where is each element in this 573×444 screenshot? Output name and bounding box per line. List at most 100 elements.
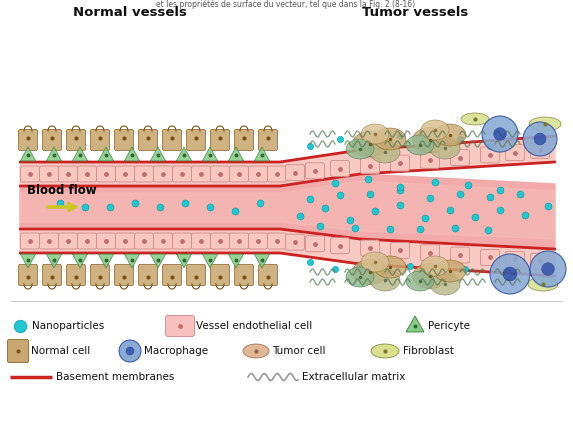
FancyBboxPatch shape	[210, 233, 230, 249]
FancyBboxPatch shape	[42, 265, 61, 285]
Polygon shape	[202, 147, 218, 161]
Ellipse shape	[434, 260, 466, 282]
Ellipse shape	[528, 277, 558, 291]
Polygon shape	[72, 254, 88, 268]
Polygon shape	[20, 136, 555, 186]
FancyBboxPatch shape	[391, 155, 410, 171]
Polygon shape	[229, 254, 244, 268]
Ellipse shape	[371, 344, 399, 358]
Ellipse shape	[243, 344, 269, 358]
Circle shape	[494, 128, 507, 140]
Polygon shape	[176, 254, 191, 268]
Circle shape	[530, 251, 566, 287]
FancyBboxPatch shape	[249, 233, 268, 249]
FancyBboxPatch shape	[139, 265, 158, 285]
FancyBboxPatch shape	[116, 233, 135, 249]
FancyBboxPatch shape	[360, 240, 379, 256]
FancyBboxPatch shape	[331, 238, 350, 254]
FancyBboxPatch shape	[450, 247, 469, 263]
FancyBboxPatch shape	[154, 166, 172, 182]
FancyBboxPatch shape	[360, 158, 379, 174]
FancyBboxPatch shape	[139, 130, 158, 151]
FancyBboxPatch shape	[172, 166, 191, 182]
FancyBboxPatch shape	[305, 163, 324, 179]
FancyBboxPatch shape	[186, 130, 206, 151]
Text: Fibroblast: Fibroblast	[403, 346, 454, 356]
FancyBboxPatch shape	[230, 166, 249, 182]
Polygon shape	[21, 147, 36, 161]
Circle shape	[523, 122, 557, 156]
Circle shape	[119, 340, 141, 362]
FancyBboxPatch shape	[18, 130, 37, 151]
Polygon shape	[21, 254, 36, 268]
Polygon shape	[46, 254, 62, 268]
FancyBboxPatch shape	[249, 166, 268, 182]
Ellipse shape	[529, 117, 561, 131]
FancyBboxPatch shape	[96, 166, 116, 182]
Polygon shape	[72, 147, 88, 161]
FancyBboxPatch shape	[116, 166, 135, 182]
Circle shape	[482, 116, 518, 152]
FancyBboxPatch shape	[115, 265, 134, 285]
Polygon shape	[176, 147, 191, 161]
FancyBboxPatch shape	[166, 316, 194, 337]
FancyBboxPatch shape	[210, 130, 230, 151]
FancyBboxPatch shape	[66, 130, 85, 151]
FancyBboxPatch shape	[450, 150, 469, 166]
Ellipse shape	[370, 269, 400, 291]
FancyBboxPatch shape	[66, 265, 85, 285]
Ellipse shape	[413, 127, 448, 152]
FancyBboxPatch shape	[285, 234, 304, 250]
Circle shape	[126, 347, 134, 355]
FancyBboxPatch shape	[154, 233, 172, 249]
Polygon shape	[99, 254, 113, 268]
Circle shape	[490, 254, 530, 294]
FancyBboxPatch shape	[21, 233, 40, 249]
FancyBboxPatch shape	[91, 130, 109, 151]
Text: Nanoparticles: Nanoparticles	[32, 321, 104, 331]
Circle shape	[541, 263, 554, 275]
Ellipse shape	[430, 137, 460, 159]
FancyBboxPatch shape	[391, 242, 410, 258]
Polygon shape	[20, 229, 555, 276]
FancyBboxPatch shape	[234, 265, 253, 285]
FancyBboxPatch shape	[191, 166, 210, 182]
FancyBboxPatch shape	[40, 166, 58, 182]
FancyBboxPatch shape	[531, 143, 550, 159]
Ellipse shape	[352, 131, 387, 156]
Ellipse shape	[361, 124, 389, 144]
Ellipse shape	[370, 141, 400, 163]
FancyBboxPatch shape	[505, 251, 524, 267]
FancyBboxPatch shape	[21, 166, 40, 182]
FancyBboxPatch shape	[172, 233, 191, 249]
Polygon shape	[20, 174, 555, 249]
FancyBboxPatch shape	[234, 130, 253, 151]
Text: Tumor vessels: Tumor vessels	[362, 6, 468, 19]
Ellipse shape	[430, 273, 460, 295]
Polygon shape	[202, 254, 218, 268]
FancyBboxPatch shape	[421, 152, 439, 168]
FancyBboxPatch shape	[7, 340, 29, 362]
Ellipse shape	[413, 263, 448, 289]
FancyBboxPatch shape	[58, 233, 77, 249]
FancyBboxPatch shape	[191, 233, 210, 249]
FancyBboxPatch shape	[481, 250, 500, 266]
FancyBboxPatch shape	[135, 166, 154, 182]
Ellipse shape	[374, 128, 406, 150]
FancyBboxPatch shape	[163, 265, 182, 285]
FancyBboxPatch shape	[115, 130, 134, 151]
Polygon shape	[150, 254, 166, 268]
FancyBboxPatch shape	[268, 233, 286, 249]
Text: Extracellular matrix: Extracellular matrix	[302, 372, 405, 382]
FancyBboxPatch shape	[210, 265, 230, 285]
Ellipse shape	[421, 120, 449, 140]
Text: Vessel endothelial cell: Vessel endothelial cell	[196, 321, 312, 331]
FancyBboxPatch shape	[77, 233, 96, 249]
Polygon shape	[124, 147, 140, 161]
FancyBboxPatch shape	[305, 236, 324, 252]
Ellipse shape	[346, 139, 374, 159]
FancyBboxPatch shape	[40, 233, 58, 249]
Text: Macrophage: Macrophage	[144, 346, 208, 356]
Ellipse shape	[406, 135, 434, 155]
FancyBboxPatch shape	[18, 265, 37, 285]
